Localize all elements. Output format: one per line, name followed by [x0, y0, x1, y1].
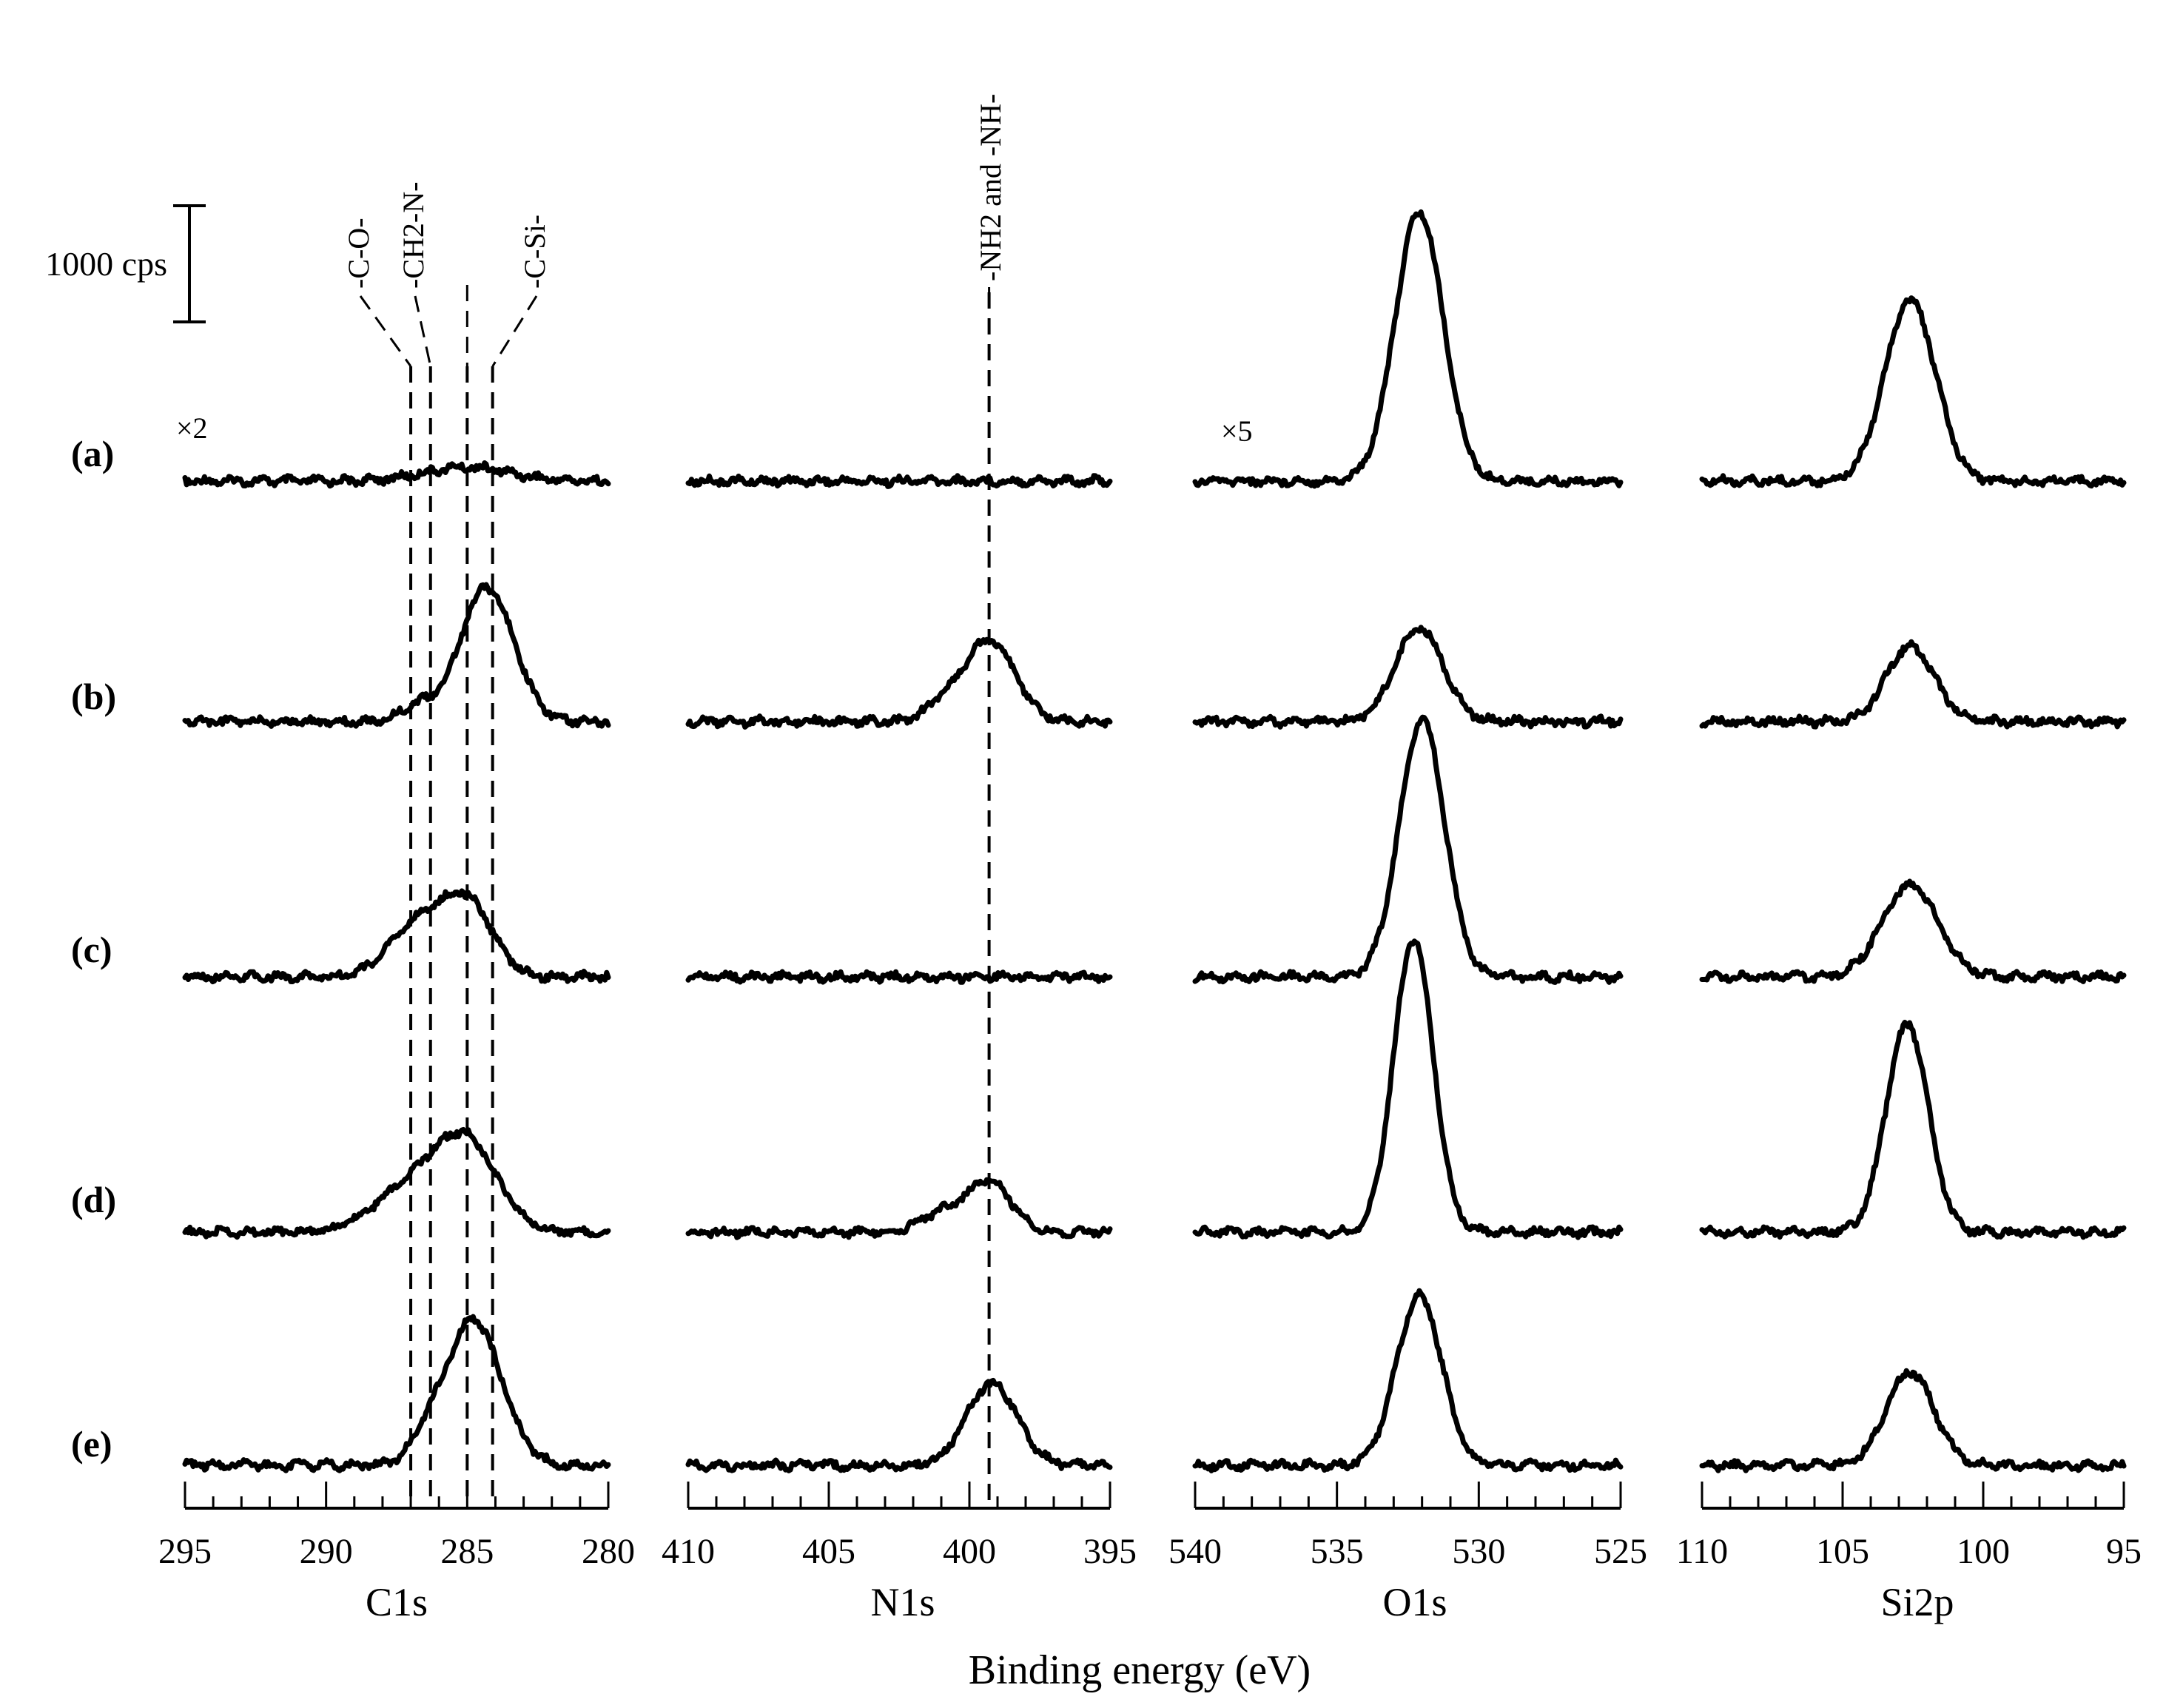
- n1s-tick-label: 410: [662, 1532, 715, 1571]
- annotation-leader-line: [359, 295, 412, 367]
- o1s-panel: 540 535 530 525: [1168, 209, 1647, 1571]
- o1s-tick-label: 535: [1311, 1532, 1364, 1571]
- sample-labels: (a) (b) (c) (d) (e): [71, 433, 116, 1465]
- ref-label-c-o: -C-O-: [342, 218, 375, 289]
- ref-label-c-si: -C-Si-: [518, 215, 551, 289]
- c1s-tick-label: 285: [440, 1532, 494, 1571]
- annotation-leaders: [359, 285, 991, 367]
- n1s-spectrum-e: [685, 1377, 1113, 1473]
- n1s-tick-label: 405: [802, 1532, 855, 1571]
- o1s-tick-label: 525: [1594, 1532, 1647, 1571]
- c1s-spectrum-d: [182, 1126, 611, 1240]
- n1s-spectrum-d: [685, 1177, 1113, 1240]
- c1s-tick-label: 290: [300, 1532, 353, 1571]
- o1s-multiplier-note: ×5: [1221, 414, 1253, 448]
- si2p-panel-title: Si2p: [1880, 1580, 1954, 1624]
- si2p-tick-label: 105: [1816, 1532, 1869, 1571]
- x-axis-label: Binding energy (eV): [969, 1647, 1311, 1693]
- si2p-tick-label: 95: [2106, 1532, 2142, 1571]
- ref-label-ch2-n: -CH2-N-: [397, 182, 430, 289]
- c1s-panel: 295 290 285 280: [158, 366, 635, 1571]
- si2p-spectrum-e: [1699, 1368, 2127, 1473]
- o1s-spectrum-b: [1192, 625, 1624, 730]
- scale-bar-label: 1000 cps: [45, 245, 167, 283]
- c1s-spectrum-b: [182, 582, 611, 729]
- si2p-spectrum-c: [1699, 878, 2127, 984]
- o1s-spectrum-d: [1192, 938, 1624, 1240]
- si2p-spectrum-b: [1699, 639, 2127, 730]
- n1s-spectrum-b: [685, 636, 1113, 730]
- o1s-tick-label: 540: [1168, 1532, 1222, 1571]
- reference-annotations: -C-O- -CH2-N- -C-Si- -NH2 and -NH-: [342, 94, 1007, 289]
- sample-label-d: (d): [71, 1179, 116, 1220]
- sample-label-e: (e): [71, 1423, 112, 1465]
- c1s-spectrum-a: [182, 460, 611, 489]
- c1s-spectrum-c: [182, 888, 611, 985]
- c1s-multiplier-note: ×2: [176, 411, 208, 445]
- o1s-spectrum-e: [1192, 1288, 1624, 1473]
- c1s-panel-title: C1s: [366, 1580, 428, 1624]
- c1s-spectrum-e: [182, 1314, 611, 1473]
- annotation-leader-line: [414, 295, 432, 367]
- sample-label-c: (c): [71, 929, 112, 970]
- n1s-spectrum-c: [685, 969, 1113, 985]
- n1s-tick-label: 395: [1083, 1532, 1137, 1571]
- c1s-tick-label: 295: [158, 1532, 212, 1571]
- o1s-panel-title: O1s: [1382, 1580, 1447, 1624]
- o1s-spectrum-c: [1192, 714, 1624, 985]
- n1s-tick-label: 400: [943, 1532, 996, 1571]
- ref-label-nh2-nh: -NH2 and -NH-: [974, 94, 1007, 281]
- si2p-spectrum-d: [1699, 1020, 2127, 1240]
- o1s-tick-label: 530: [1452, 1532, 1505, 1571]
- n1s-panel: 410 405 400 395: [662, 292, 1137, 1571]
- n1s-spectrum-a: [685, 473, 1113, 489]
- sample-label-a: (a): [71, 433, 114, 474]
- c1s-tick-label: 280: [582, 1532, 635, 1571]
- si2p-tick-label: 110: [1676, 1532, 1728, 1571]
- si2p-panel: 110 105 100 95: [1676, 295, 2142, 1571]
- si2p-tick-label: 100: [1957, 1532, 2010, 1571]
- sample-label-b: (b): [71, 676, 116, 717]
- o1s-spectrum-a: [1192, 209, 1624, 489]
- scale-bar: 1000 cps: [45, 204, 206, 323]
- si2p-spectrum-a: [1699, 295, 2127, 489]
- n1s-panel-title: N1s: [870, 1580, 935, 1624]
- annotation-leader-line: [491, 295, 538, 367]
